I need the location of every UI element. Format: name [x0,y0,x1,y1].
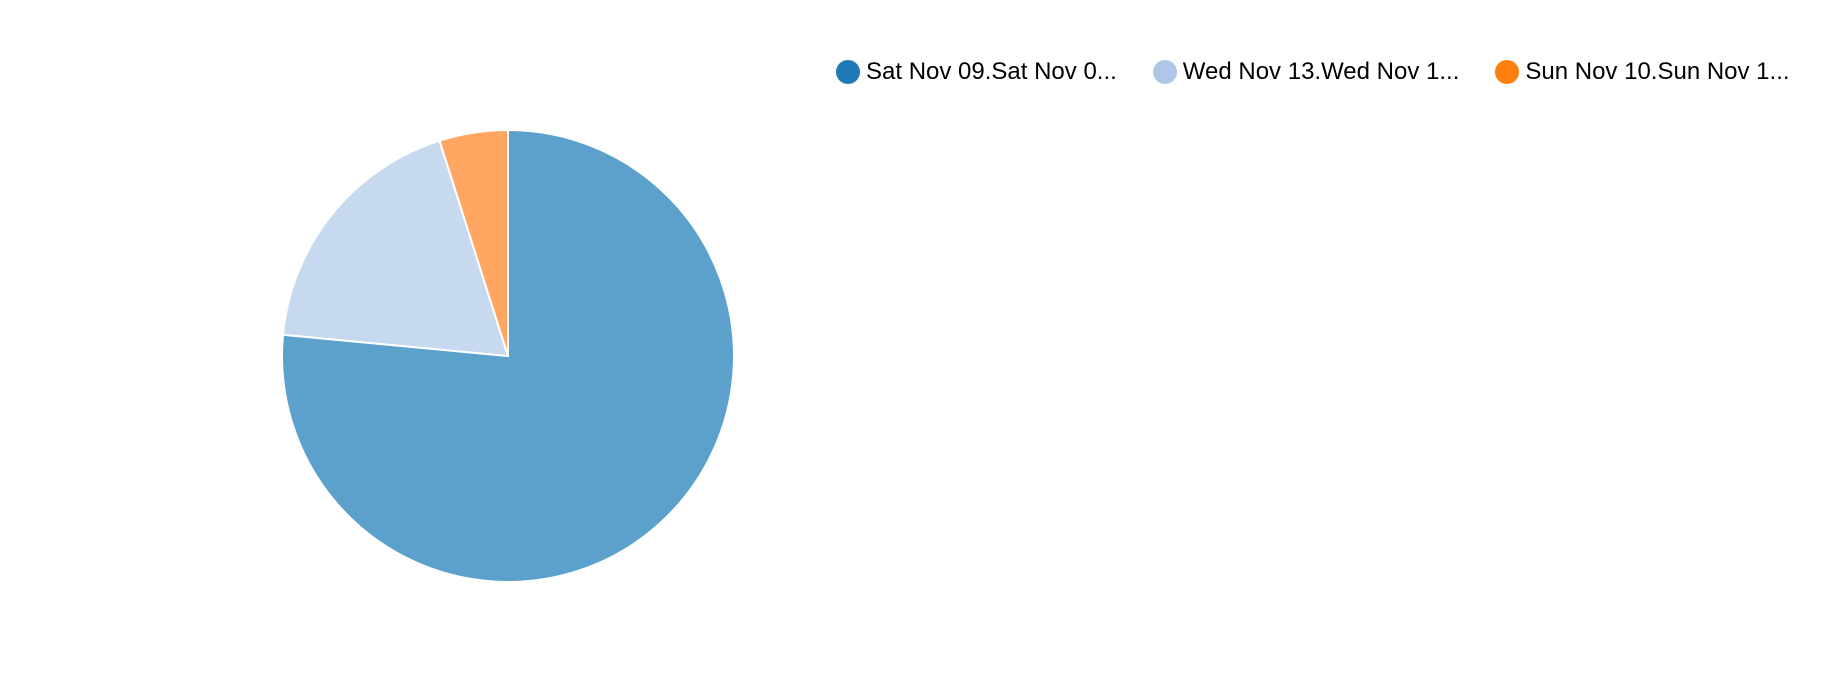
legend-swatch-sun-nov-10 [1495,60,1520,84]
legend-label-sat-nov-09: Sat Nov 09.Sat Nov 0... [866,58,1117,85]
legend-item-sat-nov-09[interactable]: Sat Nov 09.Sat Nov 0... [836,58,1117,86]
legend-label-wed-nov-13: Wed Nov 13.Wed Nov 1... [1182,58,1460,85]
legend-item-sun-nov-10[interactable]: Sun Nov 10.Sun Nov 1... [1495,58,1790,86]
legend-item-wed-nov-13[interactable]: Wed Nov 13.Wed Nov 1... [1152,58,1460,86]
pie-slice-0[interactable] [281,128,735,583]
legend-swatch-sat-nov-09 [836,60,860,84]
pie-slice-2[interactable] [438,128,509,357]
pie-slice-1[interactable] [281,139,510,358]
legend-swatch-wed-nov-13 [1152,60,1177,84]
legend-label-sun-nov-10: Sun Nov 10.Sun Nov 1... [1525,58,1790,85]
legend: Sat Nov 09.Sat Nov 0... Wed Nov 13.Wed N… [836,58,1826,86]
